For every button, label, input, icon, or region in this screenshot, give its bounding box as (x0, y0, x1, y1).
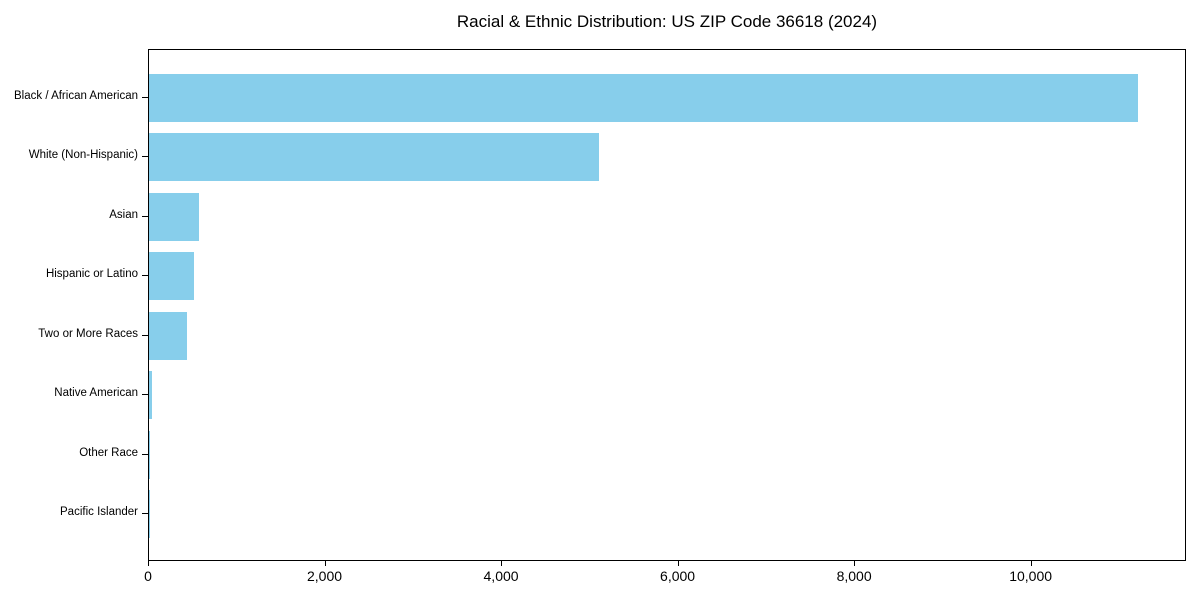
y-tick-mark (142, 334, 148, 336)
plot-area (148, 49, 1186, 561)
x-tick-mark (501, 561, 503, 566)
y-tick-label: Other Race (79, 446, 138, 459)
x-tick-mark (148, 561, 149, 566)
x-tick-label: 4,000 (483, 568, 519, 584)
y-tick-label: Native American (54, 387, 138, 400)
x-tick-mark (324, 561, 326, 566)
x-tick-label: 10,000 (1009, 568, 1053, 584)
bar (149, 192, 200, 241)
x-tick-mark (677, 561, 679, 566)
y-tick-label: Pacific Islander (60, 506, 138, 518)
y-tick-mark (142, 215, 148, 217)
x-tick-label: 8,000 (836, 568, 872, 584)
bar (149, 252, 195, 301)
y-tick-label: Two or More Races (38, 327, 138, 340)
x-tick-label: 6,000 (660, 568, 696, 584)
y-tick-mark (142, 394, 148, 396)
y-tick-label: White (Non-Hispanic) (28, 149, 138, 162)
y-tick-mark (142, 97, 148, 98)
bar (149, 430, 151, 479)
y-tick-mark (142, 156, 148, 158)
x-tick-label: 2,000 (306, 568, 343, 584)
y-tick-label: Hispanic or Latino (45, 268, 138, 281)
x-tick-mark (1030, 561, 1032, 566)
bar (149, 74, 1138, 122)
y-tick-label: Asian (109, 208, 138, 221)
bar (149, 133, 600, 182)
x-tick-mark (854, 561, 856, 566)
y-tick-mark (142, 453, 148, 455)
y-tick-mark (142, 513, 148, 514)
y-tick-label: Black / African American (14, 90, 138, 102)
bar (149, 311, 188, 360)
x-tick-label: 0 (144, 568, 152, 584)
y-tick-mark (142, 275, 148, 277)
chart-title: Racial & Ethnic Distribution: US ZIP Cod… (456, 12, 878, 31)
bar (149, 371, 153, 420)
